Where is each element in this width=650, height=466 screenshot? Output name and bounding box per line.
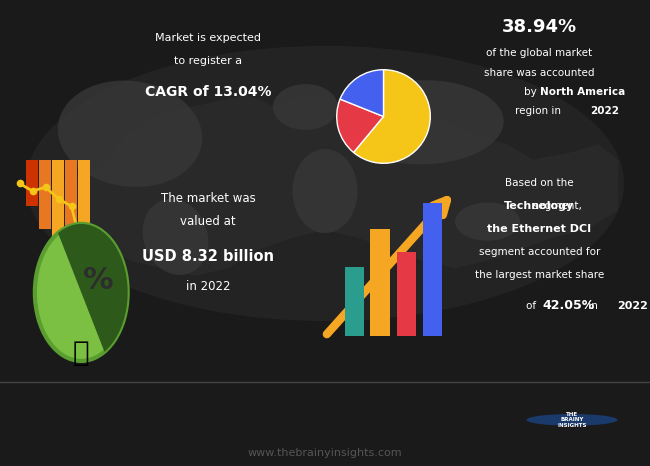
Text: in: in xyxy=(585,301,601,311)
Text: 42.05%: 42.05% xyxy=(543,299,595,312)
Text: to register a: to register a xyxy=(174,56,242,66)
Bar xyxy=(26,160,38,206)
Text: USD 8.32 billion: USD 8.32 billion xyxy=(142,248,274,263)
Polygon shape xyxy=(32,96,617,275)
Wedge shape xyxy=(337,99,383,152)
Ellipse shape xyxy=(58,81,202,187)
Wedge shape xyxy=(354,70,430,163)
Text: %: % xyxy=(83,267,113,295)
Text: CAGR of 13.04%: CAGR of 13.04% xyxy=(145,85,271,99)
Text: the Ethernet DCI: the Ethernet DCI xyxy=(488,224,592,234)
Wedge shape xyxy=(340,70,383,116)
Ellipse shape xyxy=(455,203,520,241)
Point xyxy=(40,184,51,191)
Wedge shape xyxy=(58,224,127,352)
Ellipse shape xyxy=(142,199,209,275)
Bar xyxy=(396,252,416,336)
Text: segment,: segment, xyxy=(497,201,582,212)
Text: THE
BRAINY
INSIGHTS: THE BRAINY INSIGHTS xyxy=(557,411,587,428)
Text: region in: region in xyxy=(515,106,564,116)
Text: The market was: The market was xyxy=(161,192,255,205)
Circle shape xyxy=(526,414,618,426)
Bar xyxy=(65,160,77,283)
Text: 🛒: 🛒 xyxy=(73,339,90,367)
Text: segment accounted for: segment accounted for xyxy=(479,247,600,257)
Text: share was accounted: share was accounted xyxy=(484,68,595,78)
Text: North America: North America xyxy=(540,87,625,97)
Point xyxy=(66,203,77,210)
Text: valued at: valued at xyxy=(180,215,236,228)
Point xyxy=(14,180,25,187)
Point xyxy=(27,187,38,195)
Bar xyxy=(52,160,64,256)
Text: the largest market share: the largest market share xyxy=(475,270,604,280)
Ellipse shape xyxy=(26,46,624,321)
Text: Based on the: Based on the xyxy=(505,178,574,188)
Text: Market is expected: Market is expected xyxy=(155,33,261,43)
Point xyxy=(79,256,90,264)
Text: by: by xyxy=(523,87,540,97)
Text: DATA CENTER INTERCONNECT MARKET: DATA CENTER INTERCONNECT MARKET xyxy=(52,406,475,425)
Text: in 2022: in 2022 xyxy=(186,280,230,293)
Ellipse shape xyxy=(341,80,504,164)
Text: Technology: Technology xyxy=(504,201,575,212)
Bar xyxy=(39,160,51,229)
Text: 2022: 2022 xyxy=(590,106,619,116)
Circle shape xyxy=(35,224,127,361)
Ellipse shape xyxy=(273,84,338,130)
Text: www.thebrainyinsights.com: www.thebrainyinsights.com xyxy=(248,448,402,459)
Bar xyxy=(344,267,364,336)
Text: of: of xyxy=(526,301,540,311)
Text: 2022: 2022 xyxy=(618,301,649,311)
Bar xyxy=(422,203,442,336)
Bar xyxy=(370,229,390,336)
Text: 38.94%: 38.94% xyxy=(502,18,577,36)
Point xyxy=(53,195,64,202)
Ellipse shape xyxy=(292,149,358,233)
Text: of the global market: of the global market xyxy=(486,48,593,59)
Bar xyxy=(78,160,90,313)
